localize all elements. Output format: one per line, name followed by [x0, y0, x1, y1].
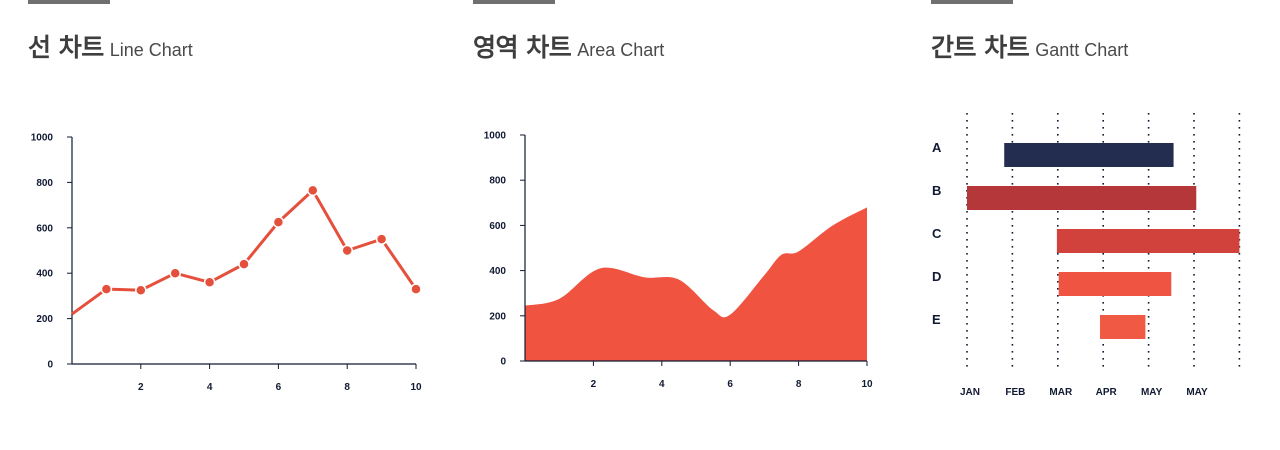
line-data-point: [410, 283, 422, 295]
line-series-path: [71, 188, 418, 316]
gantt-chart-title-ko: 간트 차트: [931, 33, 1030, 62]
line-data-point: [100, 283, 113, 295]
line-data-point: [341, 244, 353, 257]
gantt-task-bar: [1058, 272, 1172, 296]
gantt-month-label: MAY: [1141, 387, 1163, 398]
gantt-task-label: A: [932, 140, 942, 155]
gantt-task-bar: [1004, 143, 1174, 167]
line-y-tick-label: 1000: [31, 133, 54, 144]
gantt-task-bar: [1100, 315, 1146, 339]
area-x-tick-label: 6: [727, 379, 733, 390]
area-chart-title: 영역 차트 Area Chart: [473, 28, 664, 64]
area-x-tick-label: 2: [591, 379, 597, 390]
line-data-point: [375, 233, 388, 245]
line-y-tick-label: 200: [36, 314, 53, 325]
line-chart-title: 선 차트 Line Chart: [28, 28, 193, 64]
area-x-tick-label: 4: [659, 379, 665, 390]
line-y-tick-label: 800: [36, 178, 53, 189]
area-y-tick-label: 600: [489, 221, 506, 232]
area-y-tick-label: 800: [489, 176, 506, 187]
line-y-tick-label: 400: [36, 269, 53, 280]
line-y-tick-label: 0: [47, 360, 53, 371]
line-chart-title-ko: 선 차트: [28, 33, 104, 62]
gantt-chart-title-en: Gantt Chart: [1035, 40, 1129, 60]
gantt-month-label: FEB: [1005, 387, 1025, 398]
gantt-month-label: MAR: [1049, 387, 1073, 398]
line-y-tick-label: 600: [36, 223, 53, 234]
gantt-title-accent-bar: [931, 0, 1013, 4]
gantt-task-label: D: [932, 269, 941, 284]
area-x-tick-label: 10: [861, 379, 873, 390]
line-data-point: [238, 258, 250, 270]
line-chart-title-en: Line Chart: [109, 40, 193, 60]
area-y-tick-label: 1000: [484, 131, 507, 142]
gantt-chart-title: 간트 차트 Gantt Chart: [931, 28, 1128, 64]
line-x-tick-label: 4: [207, 382, 213, 393]
gantt-task-label: E: [932, 312, 941, 327]
gantt-month-label: JAN: [960, 387, 980, 398]
line-x-tick-label: 2: [138, 382, 144, 393]
gantt-task-bar: [1056, 229, 1240, 253]
line-x-tick-label: 6: [276, 382, 282, 393]
line-data-point: [169, 267, 181, 279]
gantt-task-label: C: [932, 226, 942, 241]
line-data-point: [135, 284, 147, 296]
gantt-month-label: APR: [1096, 387, 1118, 398]
area-chart-title-ko: 영역 차트: [473, 33, 572, 62]
gantt-task-bar: [967, 186, 1197, 210]
line-data-point: [272, 216, 285, 228]
area-y-tick-label: 200: [489, 311, 506, 322]
gantt-task-label: B: [932, 183, 941, 198]
gantt-month-label: MAY: [1186, 387, 1208, 398]
line-x-tick-label: 10: [410, 382, 422, 393]
area-title-accent-bar: [473, 0, 555, 4]
line-data-point: [203, 276, 216, 289]
area-y-tick-label: 400: [489, 266, 506, 277]
line-x-tick-label: 8: [344, 382, 350, 393]
area-series-fill: [525, 207, 867, 361]
area-x-tick-label: 8: [796, 379, 802, 390]
line-title-accent-bar: [28, 0, 110, 4]
area-y-tick-label: 0: [500, 357, 506, 368]
line-data-point: [307, 184, 319, 197]
area-chart-title-en: Area Chart: [577, 40, 665, 60]
